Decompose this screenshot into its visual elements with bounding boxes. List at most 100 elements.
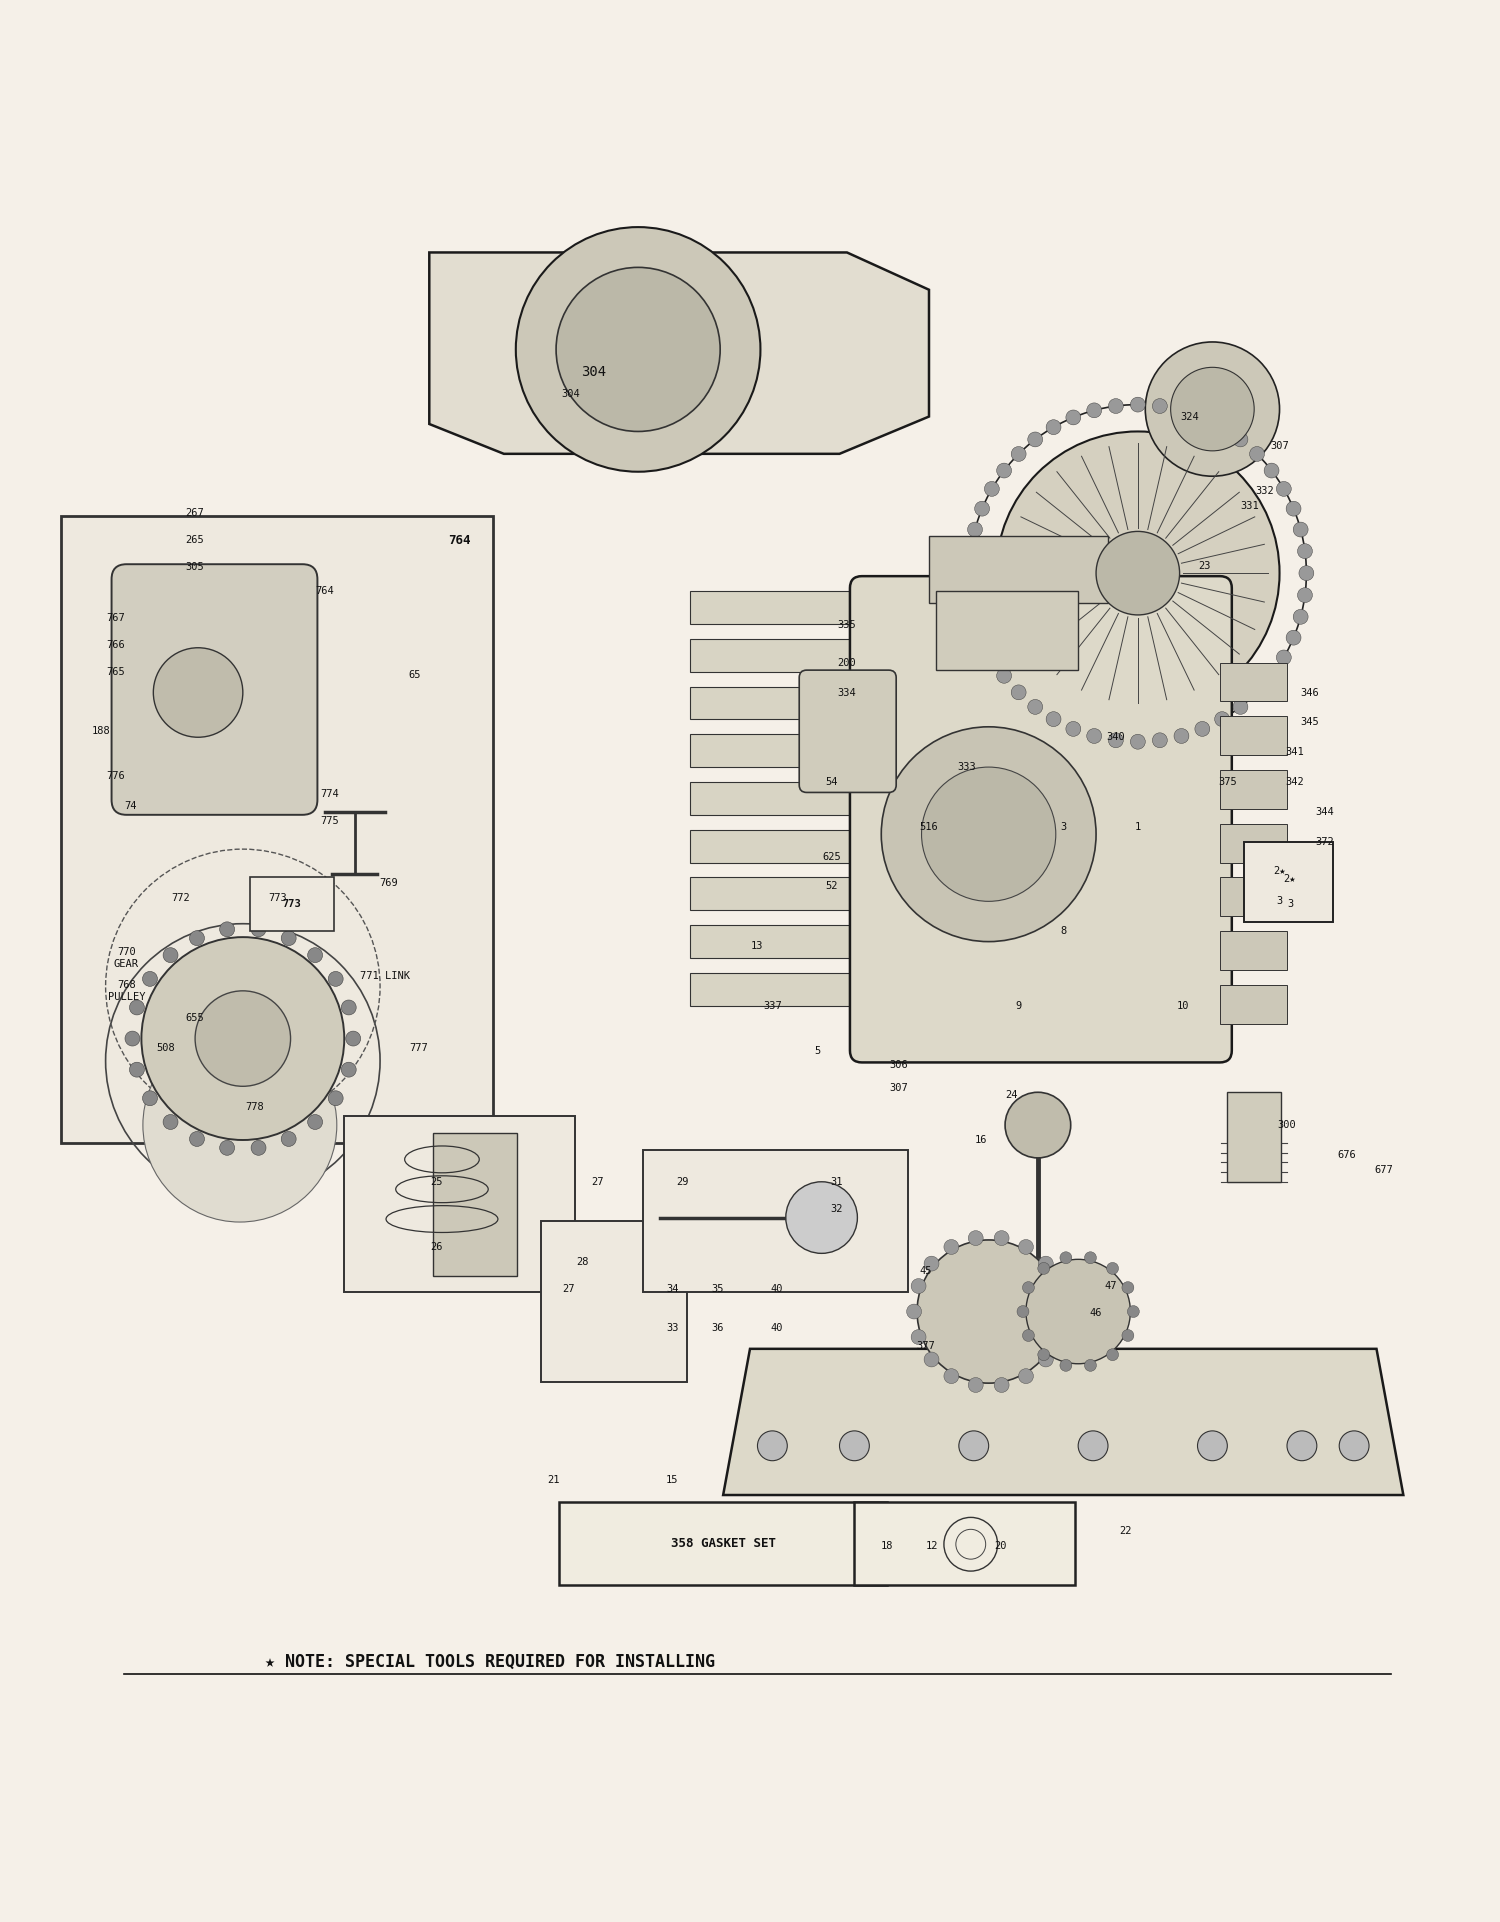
Text: 304: 304 — [561, 388, 580, 400]
Circle shape — [142, 971, 158, 986]
Text: 28: 28 — [576, 1257, 590, 1267]
Circle shape — [1298, 544, 1312, 559]
Text: 33: 33 — [666, 1322, 678, 1334]
Text: 372: 372 — [1316, 836, 1334, 848]
Circle shape — [1196, 721, 1210, 736]
Text: 40: 40 — [771, 1284, 783, 1294]
Text: 773: 773 — [268, 894, 286, 903]
Bar — [1227, 1092, 1281, 1182]
Bar — [1220, 825, 1287, 863]
Circle shape — [910, 1330, 926, 1345]
Circle shape — [996, 431, 1280, 715]
Circle shape — [346, 1030, 360, 1046]
Circle shape — [1060, 1251, 1072, 1263]
Circle shape — [251, 1140, 266, 1155]
Text: 40: 40 — [771, 1322, 783, 1334]
Circle shape — [251, 923, 266, 936]
Text: 346: 346 — [1300, 688, 1318, 698]
Text: 333: 333 — [957, 763, 975, 773]
Circle shape — [164, 948, 178, 963]
Text: 625: 625 — [822, 851, 842, 861]
Circle shape — [1108, 732, 1124, 748]
Bar — [1220, 878, 1287, 917]
Text: 46: 46 — [1090, 1309, 1102, 1318]
Text: 306: 306 — [890, 1061, 909, 1071]
Circle shape — [1276, 480, 1292, 496]
Bar — [690, 830, 862, 863]
Circle shape — [1011, 446, 1026, 461]
Text: 324: 324 — [1180, 411, 1200, 421]
Text: 305: 305 — [186, 563, 204, 573]
Text: 24: 24 — [1005, 1090, 1017, 1099]
Circle shape — [1170, 367, 1254, 452]
Text: 21: 21 — [548, 1474, 560, 1486]
Polygon shape — [936, 592, 1078, 671]
Text: 2★: 2★ — [1284, 875, 1296, 884]
Text: 13: 13 — [752, 942, 764, 951]
Text: 74: 74 — [124, 801, 136, 811]
Text: 9: 9 — [1016, 1001, 1022, 1011]
Text: 36: 36 — [711, 1322, 723, 1334]
Text: 26: 26 — [430, 1242, 442, 1253]
Text: 31: 31 — [831, 1176, 843, 1186]
Circle shape — [1052, 1278, 1066, 1294]
Text: 12: 12 — [926, 1541, 938, 1551]
Circle shape — [1152, 398, 1167, 413]
Text: 767: 767 — [106, 613, 126, 623]
Text: 331: 331 — [1240, 502, 1258, 511]
Circle shape — [308, 948, 322, 963]
Circle shape — [1005, 1092, 1071, 1157]
Circle shape — [1028, 700, 1042, 715]
Circle shape — [189, 930, 204, 946]
Text: 344: 344 — [1316, 807, 1334, 817]
Bar — [642, 1151, 908, 1292]
Circle shape — [1264, 463, 1280, 479]
Text: 25: 25 — [430, 1176, 442, 1186]
Circle shape — [1084, 1359, 1096, 1370]
Circle shape — [994, 1378, 1010, 1392]
Circle shape — [124, 1030, 140, 1046]
Circle shape — [1146, 342, 1280, 477]
Circle shape — [1152, 732, 1167, 748]
Circle shape — [1233, 700, 1248, 715]
Text: 766: 766 — [106, 640, 126, 650]
Text: 516: 516 — [920, 823, 939, 832]
Circle shape — [944, 1368, 958, 1384]
Circle shape — [1107, 1263, 1119, 1274]
Circle shape — [921, 767, 1056, 901]
Bar — [1220, 663, 1287, 702]
Bar — [1220, 930, 1287, 971]
Text: 300: 300 — [1278, 1121, 1296, 1130]
FancyBboxPatch shape — [111, 565, 318, 815]
Circle shape — [996, 669, 1011, 682]
Circle shape — [1174, 728, 1190, 744]
Text: 200: 200 — [837, 657, 856, 667]
FancyBboxPatch shape — [850, 577, 1232, 1063]
Text: 342: 342 — [1286, 776, 1304, 786]
Text: 47: 47 — [1104, 1282, 1118, 1292]
Text: 337: 337 — [764, 1001, 782, 1011]
Circle shape — [1174, 404, 1190, 417]
Bar — [690, 878, 862, 911]
Circle shape — [1107, 1349, 1119, 1361]
Text: 307: 307 — [1270, 442, 1288, 452]
Circle shape — [1215, 419, 1230, 434]
Circle shape — [1038, 1257, 1053, 1270]
Bar — [62, 517, 494, 1144]
Circle shape — [1264, 669, 1280, 682]
Text: 335: 335 — [837, 621, 856, 630]
Text: 771 LINK: 771 LINK — [360, 971, 410, 980]
Circle shape — [142, 1092, 158, 1105]
Text: 307: 307 — [890, 1082, 909, 1094]
Circle shape — [975, 502, 990, 517]
Circle shape — [189, 1132, 204, 1146]
Text: 345: 345 — [1300, 717, 1318, 727]
Text: 2★: 2★ — [1274, 867, 1286, 876]
Text: 27: 27 — [562, 1284, 574, 1294]
Text: 776: 776 — [106, 771, 126, 780]
Circle shape — [1046, 419, 1060, 434]
Text: 334: 334 — [837, 688, 856, 698]
Circle shape — [516, 227, 760, 471]
Circle shape — [906, 1305, 921, 1318]
Circle shape — [1096, 530, 1179, 615]
